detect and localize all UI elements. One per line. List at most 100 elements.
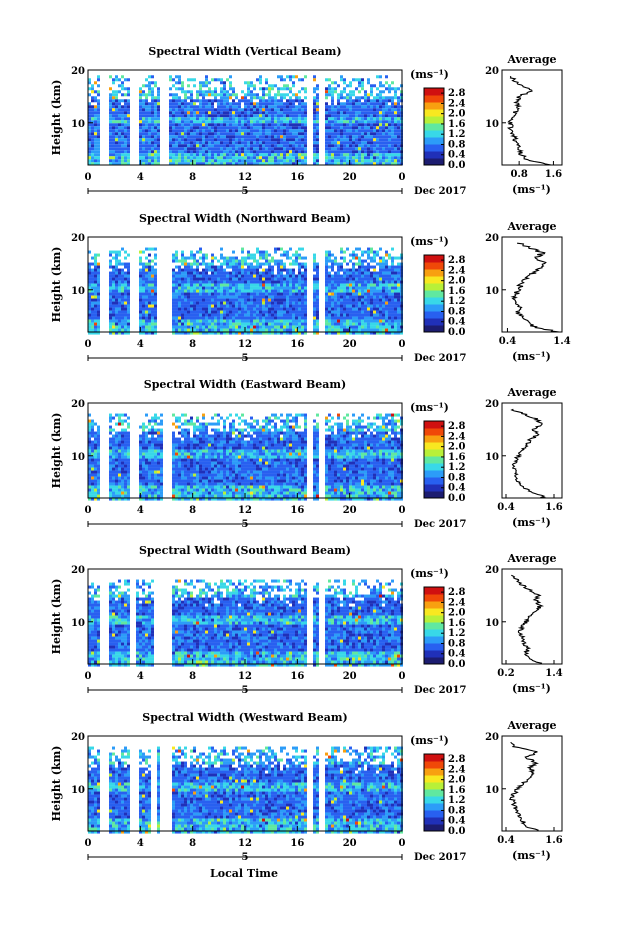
heatmap-cell (265, 141, 268, 145)
heatmap-cell (232, 331, 235, 335)
heatmap-cell (139, 271, 142, 275)
heatmap-cell (109, 253, 112, 257)
heatmap-cell (355, 256, 358, 260)
heatmap-cell (253, 135, 256, 139)
heatmap-cell (154, 114, 157, 118)
heatmap-cell (235, 108, 238, 112)
heatmap-cell (235, 292, 238, 296)
heatmap-cell (259, 295, 262, 299)
heatmap-cell (355, 123, 358, 127)
heatmap-cell (229, 256, 232, 260)
heatmap-cell (109, 262, 112, 266)
heatmap-cell (202, 280, 205, 284)
heatmap-cell (247, 126, 250, 130)
heatmap-cell (301, 283, 304, 287)
heatmap-cell (145, 117, 148, 121)
heatmap-cell (178, 316, 181, 320)
heatmap-cell (379, 319, 382, 323)
heatmap-cell (289, 331, 292, 335)
heatmap-cell (328, 156, 331, 160)
heatmap-cell (316, 153, 319, 157)
heatmap-cell (142, 319, 145, 323)
heatmap-cell (94, 150, 97, 154)
heatmap-cell (190, 114, 193, 118)
heatmap-cell (214, 271, 217, 275)
heatmap-cell (388, 319, 391, 323)
heatmap-cell (208, 114, 211, 118)
heatmap-cell (298, 283, 301, 287)
heatmap-cell (121, 271, 124, 275)
heatmap-cell (97, 331, 100, 335)
heatmap-cell (313, 419, 316, 423)
heatmap-cell (151, 277, 154, 281)
heatmap-cell (328, 138, 331, 142)
heatmap-cell (223, 84, 226, 88)
heatmap-cell (235, 283, 238, 287)
heatmap-cell (109, 322, 112, 326)
heatmap-cell (379, 289, 382, 293)
heatmap-cell (283, 135, 286, 139)
heatmap-cell (223, 298, 226, 302)
heatmap-cell (385, 316, 388, 320)
heatmap-cell (376, 138, 379, 142)
heatmap-cell (193, 307, 196, 311)
heatmap-cell (247, 313, 250, 317)
heatmap-cell (208, 132, 211, 136)
heatmap-cell (88, 304, 91, 308)
heatmap-cell (88, 117, 91, 121)
heatmap-cell (229, 120, 232, 124)
heatmap-cell (145, 84, 148, 88)
heatmap-cell (148, 123, 151, 127)
heatmap-cell (355, 105, 358, 109)
heatmap-cell (292, 253, 295, 257)
heatmap-cell (154, 144, 157, 148)
heatmap-cell (382, 422, 385, 426)
heatmap-cell (316, 268, 319, 272)
heatmap-cell (139, 280, 142, 284)
heatmap-cell (214, 132, 217, 136)
heatmap-cell (256, 111, 259, 115)
heatmap-cell (268, 96, 271, 100)
heatmap-cell (145, 126, 148, 130)
heatmap-cell (256, 108, 259, 112)
heatmap-cell (154, 289, 157, 293)
heatmap-cell (343, 141, 346, 145)
heatmap-cell (259, 277, 262, 281)
heatmap-cell (355, 286, 358, 290)
heatmap-cell (367, 298, 370, 302)
heatmap-cell (223, 129, 226, 133)
heatmap-cell (373, 280, 376, 284)
heatmap-cell (91, 271, 94, 275)
heatmap-cell (139, 141, 142, 145)
heatmap-cell (340, 153, 343, 157)
heatmap-cell (172, 310, 175, 314)
heatmap-cell (361, 132, 364, 136)
heatmap-cell (94, 307, 97, 311)
heatmap-cell (112, 93, 115, 97)
heatmap-cell (367, 322, 370, 326)
heatmap-cell (361, 84, 364, 88)
heatmap-cell (337, 93, 340, 97)
heatmap-cell (88, 132, 91, 136)
heatmap-cell (148, 84, 151, 88)
heatmap-cell (352, 114, 355, 118)
heatmap-cell (280, 114, 283, 118)
heatmap-cell (238, 301, 241, 305)
heatmap-cell (367, 277, 370, 281)
average-x-tick-label: 0.4 (499, 336, 516, 347)
heatmap-cell (187, 307, 190, 311)
heatmap-cell (274, 129, 277, 133)
colorbar-swatch (424, 102, 444, 110)
colorbar-swatch (424, 109, 444, 117)
heatmap-cell (208, 265, 211, 269)
heatmap-cell (358, 120, 361, 124)
heatmap-cell (277, 259, 280, 263)
heatmap-cell (394, 292, 397, 296)
heatmap-cell (316, 274, 319, 278)
heatmap-cell (112, 277, 115, 281)
heatmap-cell (94, 99, 97, 103)
heatmap-cell (172, 274, 175, 278)
heatmap-cell (394, 129, 397, 133)
heatmap-cell (148, 90, 151, 94)
heatmap-cell (271, 259, 274, 263)
